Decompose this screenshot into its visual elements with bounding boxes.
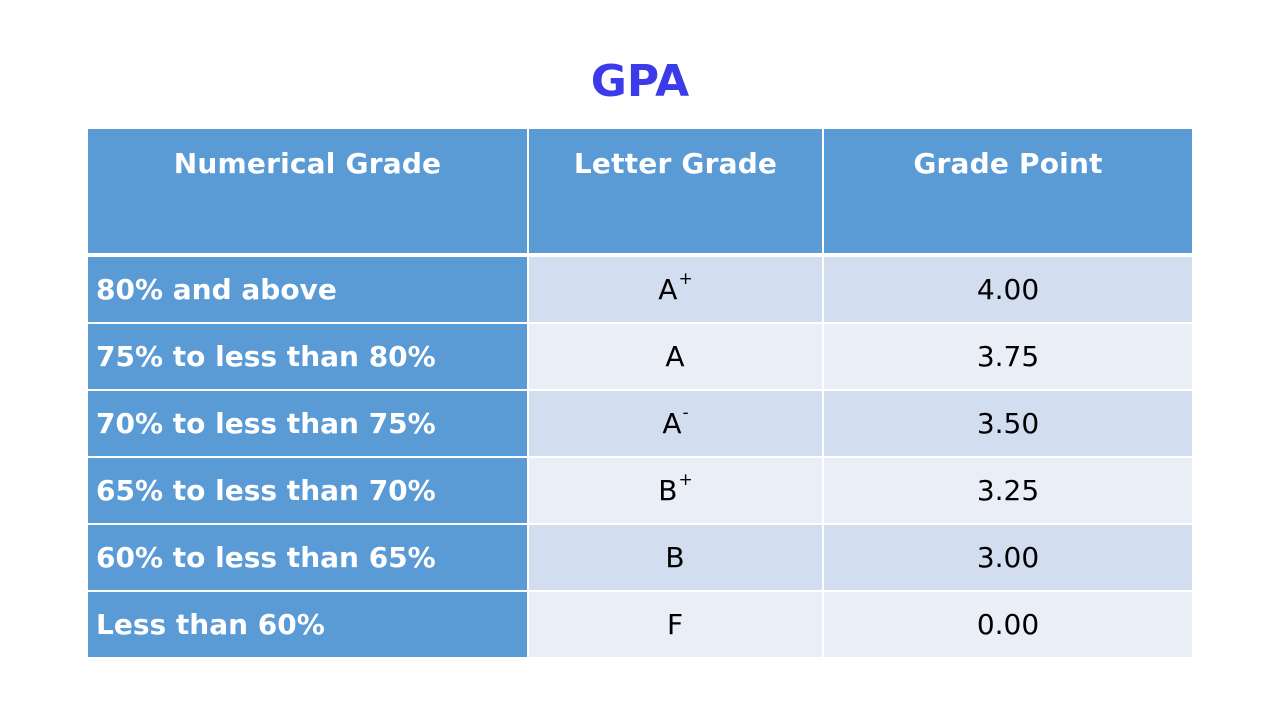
header-grade-point: Grade Point [823, 129, 1192, 257]
letter-grade-cell: A [528, 323, 824, 391]
letter-grade-cell: A- [528, 390, 824, 458]
letter-grade: A [665, 340, 685, 373]
letter-grade-cell: F [528, 591, 824, 657]
table-row: 60% to less than 65% B 3.00 [88, 524, 1192, 592]
table-row: Less than 60% F 0.00 [88, 591, 1192, 657]
grade-modifier: + [678, 269, 693, 289]
table-row: 75% to less than 80% A 3.75 [88, 323, 1192, 391]
letter-grade-cell: B+ [528, 457, 824, 525]
grade-point-cell: 3.50 [823, 390, 1192, 458]
header-letter-grade: Letter Grade [528, 129, 824, 257]
grade-point-cell: 3.75 [823, 323, 1192, 391]
grade-modifier: - [682, 403, 689, 423]
numerical-grade-cell: 80% and above [88, 255, 529, 324]
grade-point-cell: 3.25 [823, 457, 1192, 525]
letter-grade-cell: A+ [528, 255, 824, 324]
numerical-grade-cell: 75% to less than 80% [88, 323, 529, 391]
letter-grade-cell: B [528, 524, 824, 592]
grade-point-cell: 4.00 [823, 255, 1192, 324]
numerical-grade-cell: Less than 60% [88, 591, 529, 657]
letter-grade: F [666, 608, 684, 641]
grade-point-cell: 3.00 [823, 524, 1192, 592]
numerical-grade-cell: 65% to less than 70% [88, 457, 529, 525]
grade-point-cell: 0.00 [823, 591, 1192, 657]
header-numerical-grade: Numerical Grade [88, 129, 529, 257]
table-row: 65% to less than 70% B+ 3.25 [88, 457, 1192, 525]
grade-modifier: + [678, 470, 693, 490]
gpa-table: Numerical Grade Letter Grade Grade Point… [88, 129, 1192, 657]
letter-grade: B [658, 474, 678, 507]
letter-grade: A [662, 407, 682, 440]
page-title: GPA [590, 56, 690, 107]
numerical-grade-cell: 70% to less than 75% [88, 390, 529, 458]
letter-grade: B [665, 541, 685, 574]
table-row: 70% to less than 75% A- 3.50 [88, 390, 1192, 458]
table-header-row: Numerical Grade Letter Grade Grade Point [88, 129, 1192, 257]
table-row: 80% and above A+ 4.00 [88, 255, 1192, 324]
numerical-grade-cell: 60% to less than 65% [88, 524, 529, 592]
letter-grade: A [658, 273, 678, 306]
